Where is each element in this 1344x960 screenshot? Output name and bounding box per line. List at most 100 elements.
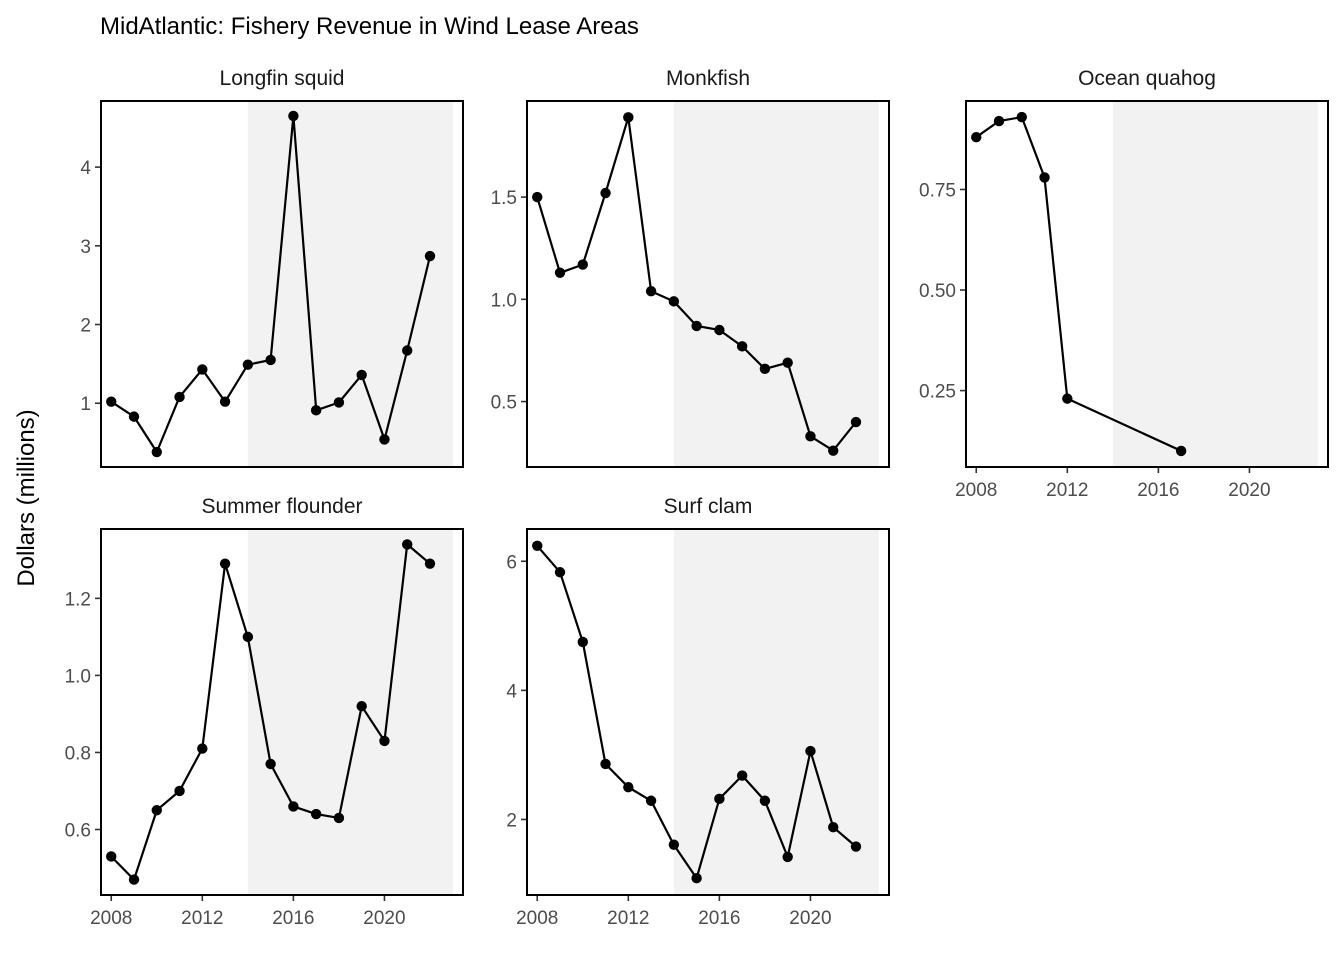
x-tick-label: 2012 bbox=[607, 908, 649, 929]
data-point bbox=[759, 795, 771, 806]
y-tick-label: 2 bbox=[506, 810, 517, 831]
data-point bbox=[310, 405, 322, 416]
data-point bbox=[219, 558, 231, 569]
panel-title: Summer flounder bbox=[201, 495, 362, 518]
data-point bbox=[197, 364, 208, 375]
data-point bbox=[1175, 445, 1187, 457]
chart-title: MidAtlantic: Fishery Revenue in Wind Lea… bbox=[100, 13, 639, 40]
data-point bbox=[151, 805, 162, 816]
y-tick-label: 0.5 bbox=[491, 393, 517, 414]
panel-frame bbox=[526, 528, 890, 896]
x-tick-label: 2020 bbox=[363, 908, 405, 929]
y-tick-label: 0.25 bbox=[919, 382, 956, 403]
data-point bbox=[265, 354, 276, 366]
data-point bbox=[532, 540, 543, 551]
panel-title: Longfin squid bbox=[220, 67, 345, 90]
data-point bbox=[600, 187, 611, 199]
x-tick-label: 2020 bbox=[1228, 480, 1270, 501]
data-point bbox=[828, 822, 839, 833]
y-tick-label: 4 bbox=[80, 158, 91, 179]
data-point bbox=[600, 758, 611, 770]
panel-title: Surf clam bbox=[664, 495, 753, 518]
shaded-period bbox=[247, 101, 453, 467]
shaded-period bbox=[673, 529, 879, 895]
data-point bbox=[691, 873, 702, 884]
y-tick-label: 0.6 bbox=[65, 821, 91, 842]
data-point bbox=[402, 539, 413, 550]
data-point bbox=[714, 793, 725, 805]
y-tick-label: 0.8 bbox=[65, 743, 91, 764]
data-point bbox=[759, 363, 771, 375]
data-point bbox=[532, 191, 543, 203]
x-tick-label: 2012 bbox=[1046, 480, 1088, 501]
data-point bbox=[554, 267, 566, 278]
y-tick-label: 1.0 bbox=[65, 666, 91, 687]
panel-frame bbox=[100, 528, 464, 896]
data-point bbox=[128, 411, 140, 422]
y-tick-label: 1.2 bbox=[65, 589, 91, 610]
data-point bbox=[288, 110, 299, 122]
y-tick-label: 3 bbox=[80, 237, 91, 258]
data-point bbox=[736, 341, 748, 352]
facet-panels: Longfin squid 1 2 3 4 Monkfish 0.5 1.0 1.5 Ocean … bbox=[65, 67, 1329, 929]
data-point bbox=[424, 250, 436, 262]
x-tick-label: 2016 bbox=[698, 908, 740, 929]
panel-ocean-quahog: Ocean quahog 0.25 0.50 0.75 2008 2012 2016 2020 bbox=[919, 67, 1329, 501]
data-point bbox=[1062, 393, 1073, 404]
data-point bbox=[805, 431, 816, 442]
x-tick-label: 2008 bbox=[516, 908, 558, 929]
data-point bbox=[106, 851, 117, 862]
data-point bbox=[333, 397, 345, 408]
data-point bbox=[128, 874, 140, 885]
data-point bbox=[379, 735, 390, 747]
shaded-period bbox=[673, 101, 879, 467]
data-point bbox=[356, 369, 367, 381]
data-point bbox=[424, 558, 436, 569]
panel-surf-clam: Surf clam 2 4 6 2008 2012 2016 2020 bbox=[506, 495, 890, 929]
panel-title: Monkfish bbox=[666, 67, 750, 90]
data-point bbox=[1039, 172, 1050, 183]
data-point bbox=[288, 801, 299, 812]
data-point bbox=[850, 841, 862, 852]
x-tick-label: 2012 bbox=[181, 908, 223, 929]
data-point bbox=[623, 112, 634, 123]
y-tick-label: 1.5 bbox=[491, 188, 517, 209]
data-point bbox=[1016, 111, 1027, 123]
y-tick-label: 0.50 bbox=[919, 281, 956, 302]
data-point bbox=[356, 701, 367, 712]
y-tick-label: 1 bbox=[80, 394, 91, 415]
panel-title: Ocean quahog bbox=[1078, 67, 1216, 90]
data-point bbox=[828, 445, 839, 456]
panel-frame bbox=[965, 100, 1329, 468]
x-tick-label: 2008 bbox=[90, 908, 132, 929]
data-point bbox=[577, 636, 588, 648]
data-point bbox=[197, 743, 208, 754]
data-point bbox=[577, 259, 588, 270]
data-point bbox=[668, 296, 680, 307]
data-point bbox=[151, 446, 162, 458]
data-point bbox=[310, 808, 322, 820]
data-point bbox=[645, 285, 657, 297]
data-point bbox=[850, 416, 862, 428]
x-tick-label: 2016 bbox=[1137, 480, 1179, 501]
data-point bbox=[379, 434, 390, 445]
data-point bbox=[805, 745, 816, 757]
y-tick-label: 4 bbox=[506, 681, 517, 702]
data-point bbox=[242, 631, 254, 643]
data-point bbox=[691, 320, 702, 332]
data-point bbox=[623, 782, 634, 793]
data-point bbox=[554, 567, 566, 578]
y-tick-label: 1.0 bbox=[491, 290, 517, 311]
y-axis-label: Dollars (millions) bbox=[13, 409, 40, 586]
panel-frame bbox=[526, 100, 890, 468]
data-point bbox=[219, 396, 231, 407]
x-tick-label: 2016 bbox=[272, 908, 314, 929]
data-point bbox=[402, 345, 413, 356]
shaded-period bbox=[1112, 101, 1318, 467]
x-tick-label: 2020 bbox=[789, 908, 831, 929]
data-point bbox=[333, 812, 345, 824]
data-point bbox=[174, 391, 185, 403]
y-tick-label: 6 bbox=[506, 552, 517, 573]
y-tick-label: 0.75 bbox=[919, 180, 956, 201]
